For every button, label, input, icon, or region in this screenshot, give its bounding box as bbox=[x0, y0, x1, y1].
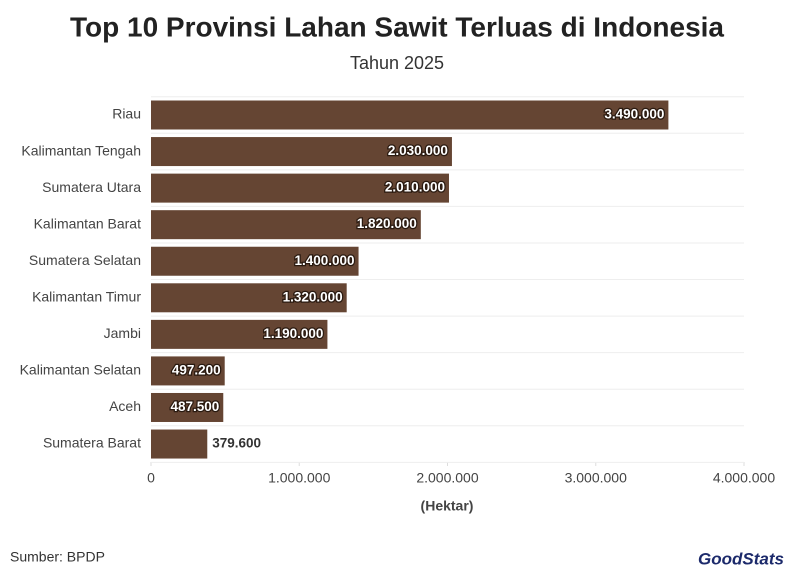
x-axis-label: (Hektar) bbox=[421, 498, 474, 514]
y-tick-label: Aceh bbox=[109, 398, 141, 414]
bar bbox=[151, 319, 328, 349]
y-tick-label: Riau bbox=[112, 106, 141, 122]
bar bbox=[151, 356, 225, 386]
y-tick-label: Kalimantan Timur bbox=[32, 289, 141, 305]
y-tick-label: Sumatera Barat bbox=[43, 435, 141, 451]
bar bbox=[151, 100, 669, 130]
chart-title: Top 10 Provinsi Lahan Sawit Terluas di I… bbox=[70, 11, 724, 42]
y-tick-label: Sumatera Utara bbox=[42, 179, 141, 195]
bar bbox=[151, 246, 359, 276]
bar bbox=[151, 210, 421, 240]
bar bbox=[151, 392, 224, 422]
y-tick-label: Kalimantan Barat bbox=[34, 215, 142, 231]
value-label: 1.320.000 bbox=[283, 289, 343, 304]
x-tick-label: 4.000.000 bbox=[713, 470, 775, 486]
x-tick-label: 1.000.000 bbox=[268, 470, 330, 486]
bar bbox=[151, 283, 347, 313]
chart-subtitle: Tahun 2025 bbox=[350, 53, 444, 73]
value-label: 487.500 bbox=[170, 399, 219, 414]
bar bbox=[151, 173, 449, 203]
y-tick-label: Kalimantan Selatan bbox=[20, 362, 141, 378]
value-label: 3.490.000 bbox=[604, 107, 664, 122]
y-tick-label: Kalimantan Tengah bbox=[21, 142, 141, 158]
bar bbox=[151, 137, 452, 167]
logo: GoodStats bbox=[698, 549, 784, 568]
value-label: 2.030.000 bbox=[388, 143, 448, 158]
value-label: 1.190.000 bbox=[263, 326, 323, 341]
x-tick-label: 3.000.000 bbox=[565, 470, 627, 486]
value-label: 1.820.000 bbox=[357, 216, 417, 231]
value-label: 1.400.000 bbox=[294, 253, 354, 268]
x-tick-label: 0 bbox=[147, 470, 155, 486]
value-label: 2.010.000 bbox=[385, 180, 445, 195]
y-tick-label: Sumatera Selatan bbox=[29, 252, 141, 268]
bar bbox=[151, 429, 208, 459]
source: Sumber: BPDP bbox=[10, 549, 105, 565]
y-tick-label: Jambi bbox=[104, 325, 141, 341]
x-tick-label: 2.000.000 bbox=[416, 470, 478, 486]
value-label: 497.200 bbox=[172, 362, 221, 377]
value-label: 379.600 bbox=[212, 436, 261, 451]
